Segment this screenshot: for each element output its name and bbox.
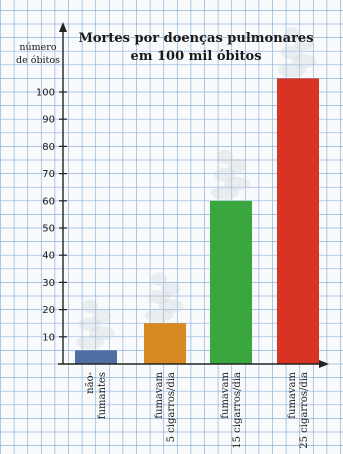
chart-title-line-1: Mortes por doenças pulmonares	[78, 31, 313, 46]
category-label-line: fumavam	[220, 371, 231, 418]
smoke-puff	[92, 308, 112, 323]
category-label-line: fumavam	[287, 371, 298, 418]
y-tick-label: 70	[42, 169, 55, 180]
y-tick-label: 100	[36, 88, 55, 99]
category-label-1: não-fumantes	[85, 372, 108, 419]
axes	[58, 22, 329, 368]
chart-title-line-2: em 100 mil óbitos	[130, 49, 261, 64]
smoke-puff	[82, 299, 98, 314]
smoke-puff	[161, 281, 181, 296]
y-tick-label: 50	[42, 224, 55, 235]
category-label-line: 25 cigarros/dia	[299, 372, 310, 449]
smoke-puff	[145, 308, 173, 323]
smoke-puff	[76, 335, 104, 350]
category-label-line: fumavam	[154, 371, 165, 418]
smoke-puff	[79, 317, 101, 332]
smoke-puff	[151, 272, 167, 287]
bar-1	[75, 350, 117, 364]
bar-4	[277, 78, 319, 365]
y-tick-label: 60	[42, 196, 55, 207]
y-axis-label-line-2: de óbitos	[16, 55, 60, 66]
smoke-puff	[224, 176, 250, 191]
category-label-3: fumavam 15 cigarros/dia	[220, 371, 243, 448]
y-axis-arrow	[59, 22, 67, 32]
smoke-decoration	[76, 27, 317, 350]
smoke-puff	[291, 54, 317, 69]
y-tick-label: 90	[42, 115, 55, 126]
category-label-4: fumavam 25 cigarros/dia	[287, 371, 310, 448]
smoke-puff	[89, 326, 115, 341]
smoke-puff	[284, 27, 300, 42]
smoke-puff	[158, 299, 184, 314]
bar-2	[144, 323, 186, 364]
category-label-line: fumantes	[97, 372, 108, 419]
smoke-puff	[214, 167, 236, 182]
category-label-2: fumavam 5 cigarros/dia	[154, 371, 177, 442]
category-label-line: 5 cigarros/dia	[166, 372, 177, 442]
smoke-puff	[294, 36, 314, 51]
smoke-puff	[217, 149, 233, 164]
category-label-line: 15 cigarros/dia	[232, 372, 243, 449]
y-tick-label: 40	[42, 251, 55, 262]
smoke-puff	[227, 158, 247, 173]
y-ticks: 10 20 30 40 50 60 70 80 90 100	[36, 88, 67, 343]
bar-3	[210, 200, 252, 364]
smoke-puff	[211, 185, 239, 200]
category-label-line: não-	[85, 372, 96, 394]
x-axis-arrow	[319, 360, 329, 368]
y-tick-label: 20	[42, 305, 55, 316]
bars	[75, 78, 319, 365]
smoke-puff	[281, 45, 303, 60]
category-labels: não-fumantes fumavam 5 cigarros/dia fumavam…	[85, 371, 310, 448]
y-tick-label: 80	[42, 142, 55, 153]
y-tick-label: 10	[42, 332, 55, 343]
smoke-puff	[148, 290, 170, 305]
smoke-puff	[278, 63, 306, 78]
y-axis-label-line-1: número	[19, 42, 56, 53]
y-tick-label: 30	[42, 278, 55, 289]
